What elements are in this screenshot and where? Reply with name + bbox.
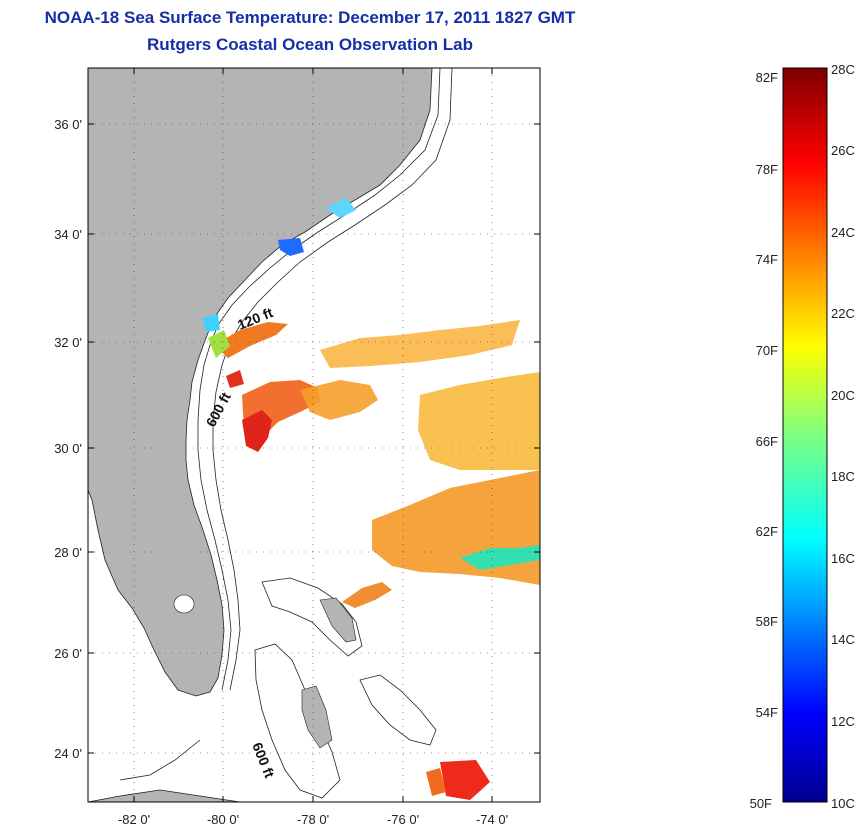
sst-patch-tongue xyxy=(342,582,392,608)
sst-patch-cyan-north xyxy=(326,198,356,218)
cbar-f-label: 50F xyxy=(750,796,772,811)
cbar-c-label: 28C xyxy=(831,62,855,77)
frame-ticks xyxy=(88,68,540,802)
cbar-c-label: 10C xyxy=(831,796,855,811)
sst-patch-red-north xyxy=(226,370,244,388)
map-title: NOAA-18 Sea Surface Temperature: Decembe… xyxy=(44,8,576,27)
bahamas-bank-north xyxy=(261,577,363,657)
colorbar xyxy=(782,67,828,803)
sst-patch-southeast xyxy=(440,760,490,800)
sst-patch-red-core xyxy=(242,410,272,452)
lat-label: 28 0' xyxy=(54,545,82,560)
lat-label: 24 0' xyxy=(54,746,82,761)
map-subtitle: Rutgers Coastal Ocean Observation Lab xyxy=(147,35,473,54)
land-mainland xyxy=(88,68,433,697)
cbar-f-label: 74F xyxy=(756,252,778,267)
cbar-c-label: 12C xyxy=(831,714,855,729)
sst-patch-southeast-2 xyxy=(426,768,446,796)
sst-patch-east xyxy=(418,372,540,470)
lon-label: -76 0' xyxy=(387,812,419,827)
cbar-c-label: 20C xyxy=(831,388,855,403)
isobath-120ft xyxy=(197,68,441,691)
andros-island xyxy=(301,685,333,749)
lat-label: 30 0' xyxy=(54,441,82,456)
cbar-f-label: 58F xyxy=(756,614,778,629)
cbar-f-label: 62F xyxy=(756,524,778,539)
sst-patch-mid xyxy=(320,320,520,368)
lon-label: -80 0' xyxy=(207,812,239,827)
sst-patch-offshore xyxy=(300,380,378,420)
cbar-c-label: 24C xyxy=(831,225,855,240)
cbar-c-label: 16C xyxy=(831,551,855,566)
sst-patch-green xyxy=(208,330,230,358)
sst-patch-nearshore xyxy=(214,322,288,358)
bahamas-bank-east xyxy=(359,674,437,746)
cbar-c-label: 14C xyxy=(831,632,855,647)
lat-label: 34 0' xyxy=(54,227,82,242)
lake-okeechobee xyxy=(173,594,195,614)
cbar-f-label: 70F xyxy=(756,343,778,358)
cbar-f-label: 66F xyxy=(756,434,778,449)
lat-label: 26 0' xyxy=(54,646,82,661)
cuba-coast xyxy=(88,789,241,802)
lon-label: -82 0' xyxy=(118,812,150,827)
sst-patch-cool-streak xyxy=(460,545,540,570)
florida-keys xyxy=(119,739,201,781)
abaco-island xyxy=(319,597,357,643)
cbar-c-label: 22C xyxy=(831,306,855,321)
lat-label: 32 0' xyxy=(54,335,82,350)
cbar-f-label: 82F xyxy=(756,70,778,85)
lon-label: -78 0' xyxy=(297,812,329,827)
cbar-c-label: 26C xyxy=(831,143,855,158)
cbar-f-label: 54F xyxy=(756,705,778,720)
sst-patch-cyan xyxy=(202,314,220,332)
sst-patch-blue xyxy=(278,238,304,256)
bahamas-bank-central xyxy=(254,643,341,799)
cbar-c-label: 18C xyxy=(831,469,855,484)
lon-label: -74 0' xyxy=(476,812,508,827)
cbar-f-label: 78F xyxy=(756,162,778,177)
lat-label: 36 0' xyxy=(54,117,82,132)
